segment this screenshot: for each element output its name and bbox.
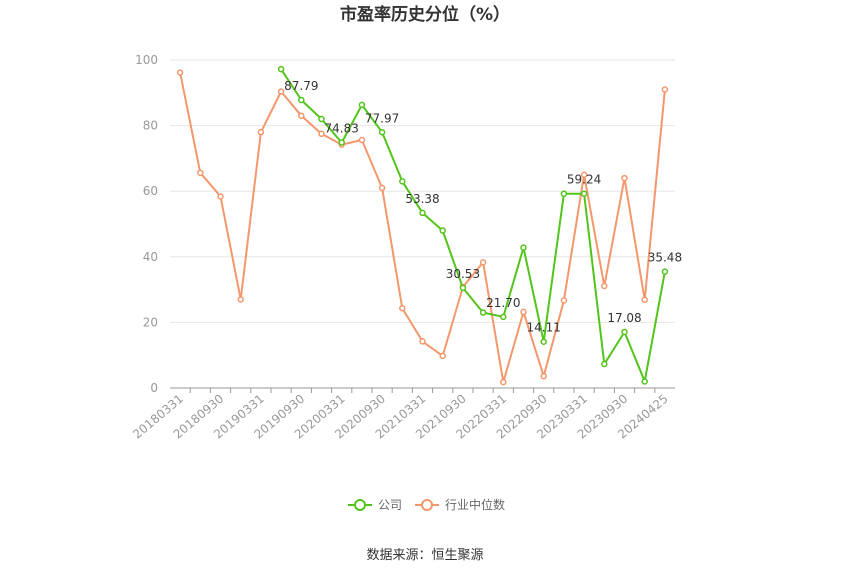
legend[interactable]: 公司 行业中位数 (348, 497, 505, 512)
data-point (399, 178, 406, 185)
data-point (560, 297, 568, 304)
data-point (176, 69, 184, 76)
data-label: 74.83 (325, 122, 359, 136)
data-point (641, 378, 648, 385)
data-source: 数据来源：恒生聚源 (366, 548, 483, 563)
data-label: 14.11 (527, 321, 561, 335)
data-point (479, 309, 487, 316)
data-label: 21.70 (486, 296, 520, 310)
data-point (500, 313, 507, 321)
data-point (560, 190, 568, 197)
series-layer (176, 65, 669, 386)
data-point (439, 352, 446, 360)
data-label: 17.08 (607, 311, 641, 325)
data-point (358, 101, 366, 109)
data-point (419, 209, 426, 217)
y-tick-label: 60 (143, 184, 158, 198)
data-point (318, 115, 325, 123)
data-point (500, 378, 507, 386)
legend-label: 公司 (378, 498, 402, 512)
data-point (601, 282, 608, 290)
data-point (621, 174, 628, 182)
data-point (257, 128, 265, 136)
data-point (217, 193, 224, 200)
data-point (439, 227, 446, 234)
data-label: 30.53 (446, 267, 480, 281)
data-point (277, 65, 285, 73)
data-point (661, 86, 669, 93)
y-tick-label: 40 (143, 250, 158, 264)
data-label: 77.97 (365, 111, 399, 125)
data-point (479, 259, 487, 266)
legend-marker (354, 499, 366, 511)
data-point (378, 129, 386, 136)
legend-label: 行业中位数 (445, 497, 505, 512)
data-point (580, 190, 588, 197)
legend-item-company[interactable]: 公司 (348, 498, 402, 512)
y-tick-label: 80 (143, 119, 158, 133)
data-point (277, 88, 285, 95)
data-label: 35.48 (648, 251, 682, 265)
data-point (621, 328, 628, 336)
data-point (197, 169, 204, 177)
data-point (580, 171, 588, 179)
data-point (298, 96, 305, 104)
data-point (358, 136, 366, 144)
data-point (520, 244, 527, 251)
data-point (237, 296, 244, 303)
data-label: 59.24 (567, 173, 601, 187)
y-axis-ticks: 0 20 40 60 80 100 (135, 53, 158, 395)
data-point (661, 268, 669, 275)
series-line-company (280, 68, 666, 383)
y-tick-label: 0 (150, 381, 158, 395)
data-point (298, 112, 305, 120)
data-point (601, 360, 608, 368)
data-point (540, 372, 547, 380)
chart-title: 市盈率历史分位（%） (340, 4, 510, 25)
data-point (399, 305, 406, 312)
y-tick-label: 20 (143, 315, 158, 329)
data-label: 53.38 (405, 192, 439, 206)
data-point (318, 130, 325, 138)
data-point (459, 284, 467, 292)
data-point (378, 184, 386, 192)
series-line-industry-median (179, 72, 666, 384)
data-label: 87.79 (284, 79, 318, 93)
legend-item-industry-median[interactable]: 行业中位数 (415, 497, 505, 512)
data-point (520, 308, 527, 316)
data-point (540, 338, 547, 345)
x-axis: 2018033120180930201903312019093020200331… (130, 387, 675, 442)
data-point (419, 338, 426, 345)
y-tick-label: 100 (135, 53, 158, 67)
legend-marker (421, 499, 433, 511)
data-labels: 87.79 74.83 77.97 53.38 30.53 21.70 14.11 59.24… (284, 79, 682, 335)
data-point (338, 139, 345, 146)
data-point (641, 296, 648, 304)
